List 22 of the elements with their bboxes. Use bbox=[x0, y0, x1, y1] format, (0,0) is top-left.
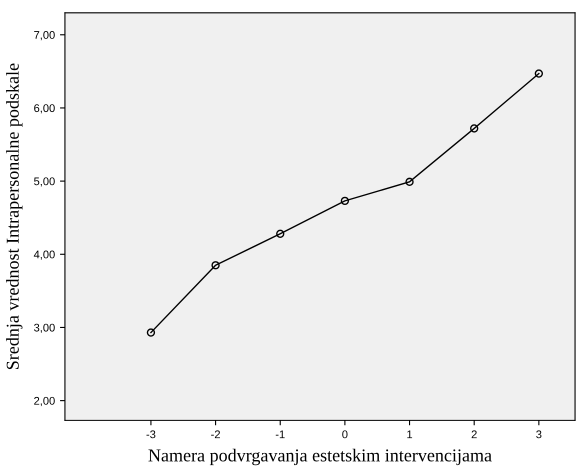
point bbox=[211, 261, 220, 270]
y-tick-label: 7,00 bbox=[34, 31, 55, 40]
x-tick-label: -1 bbox=[276, 430, 285, 438]
x-tick-label: 2 bbox=[472, 430, 477, 438]
point bbox=[340, 196, 350, 206]
point bbox=[534, 69, 544, 78]
point bbox=[405, 178, 414, 186]
y-tick-label: 6,00 bbox=[34, 104, 55, 114]
y-tick-label: 2,00 bbox=[34, 396, 55, 406]
x-tick-label: -2 bbox=[211, 430, 220, 438]
y-axis-title: Srednja vrednost Intrapersonalne podskale bbox=[6, 64, 22, 370]
x-tick-label: -3 bbox=[146, 430, 156, 438]
y-tick-label: 5,00 bbox=[34, 177, 55, 187]
x-tick-label: 1 bbox=[407, 430, 412, 438]
y-tick-label: 3,00 bbox=[34, 324, 55, 333]
x-axis-title: Namera podvrgavanja estetskim intervencijama bbox=[148, 448, 492, 466]
y-tick-label: 4,00 bbox=[34, 250, 55, 260]
point bbox=[470, 124, 478, 133]
x-tick-label: 0 bbox=[342, 430, 348, 438]
point bbox=[146, 328, 156, 337]
x-tick-label: 3 bbox=[536, 430, 542, 438]
point bbox=[276, 230, 284, 238]
